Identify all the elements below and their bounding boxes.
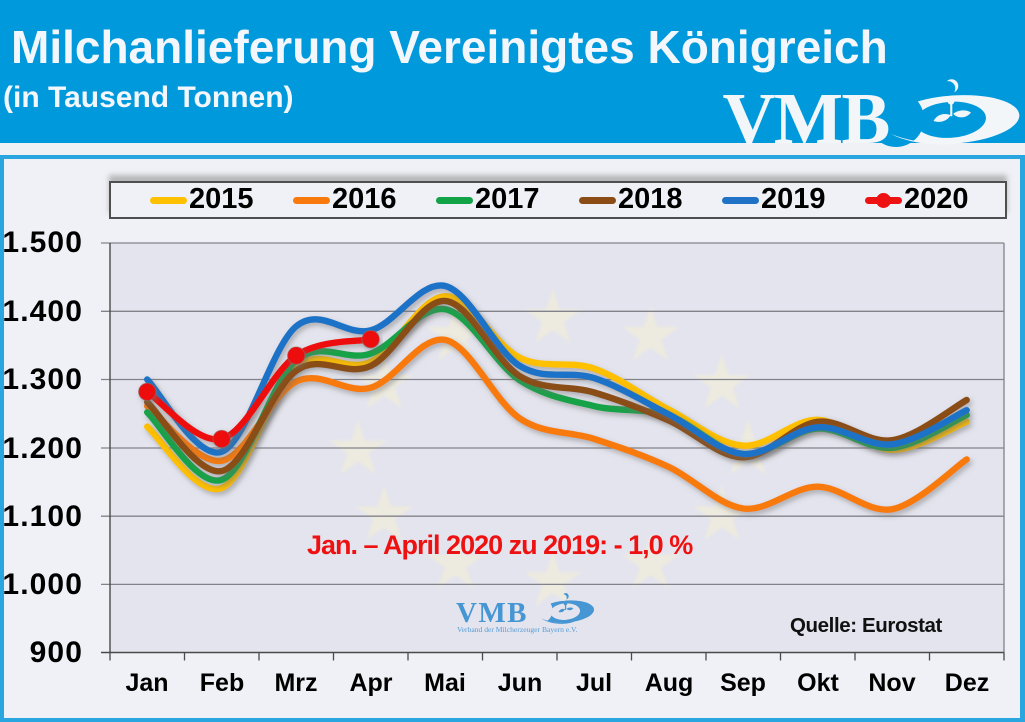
svg-text:Verband der Milcherzeuger Baye: Verband der Milcherzeuger Bayern e.V. <box>457 625 578 634</box>
svg-text:VMB: VMB <box>456 597 528 629</box>
svg-text:VMB: VMB <box>723 78 889 159</box>
